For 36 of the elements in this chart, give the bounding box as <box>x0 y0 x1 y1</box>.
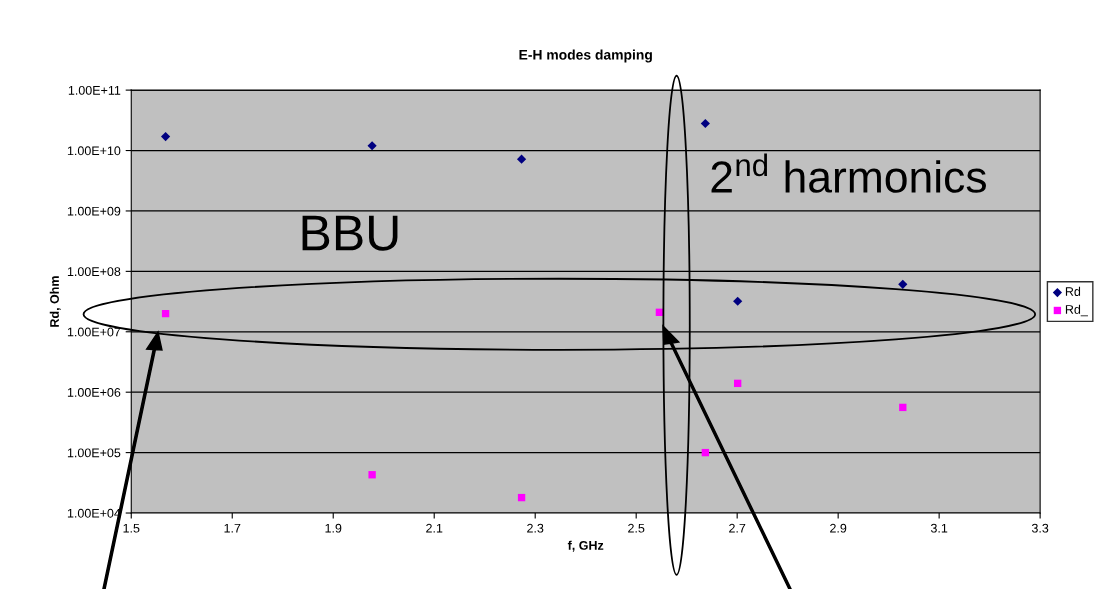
point <box>733 296 743 306</box>
y-axis-title: Rd, Ohm <box>49 276 61 327</box>
x-tick-label: 3.3 <box>1031 523 1049 533</box>
x-tick-label: 2.9 <box>830 523 847 533</box>
x-tick-label: 1.5 <box>123 523 140 533</box>
y-tick-label: 1.00E+08 <box>67 267 121 277</box>
annotation: 2$^{nd}$ harmonics <box>711 153 986 193</box>
chart-title: E-H modes damping <box>519 49 652 63</box>
point <box>517 493 526 502</box>
point <box>368 471 376 479</box>
legend-label: Rd <box>1065 286 1081 296</box>
point <box>899 403 907 412</box>
legend-label: Rd_ <box>1065 304 1088 317</box>
point <box>516 154 527 164</box>
x-tick-label: 3.1 <box>930 523 948 533</box>
x-tick-label: 2.5 <box>628 523 645 533</box>
y-tick-label: 1.00E+09 <box>67 206 121 216</box>
y-tick-label: 1.00E+07 <box>67 327 121 337</box>
annotation: BBU <box>302 215 398 251</box>
point <box>898 279 908 289</box>
point <box>734 379 742 388</box>
y-tick-label: 1.00E+06 <box>67 387 121 397</box>
point <box>701 448 710 457</box>
point <box>160 132 171 142</box>
point <box>367 141 377 151</box>
y-tick-label: 1.00E+05 <box>67 448 121 458</box>
x-tick-label: 2.1 <box>426 523 443 533</box>
x-tick-label: 2.3 <box>527 523 544 533</box>
y-tick-label: 1.00E+10 <box>67 146 121 156</box>
x-axis-title: f, GHz <box>567 540 604 552</box>
x-tick-label: 1.9 <box>325 523 342 533</box>
point <box>700 118 710 129</box>
x-tick-label: 1.7 <box>224 523 241 533</box>
point <box>161 309 170 318</box>
x-tick-label: 2.7 <box>729 523 746 533</box>
y-tick-label: 1.00E+11 <box>68 85 121 95</box>
